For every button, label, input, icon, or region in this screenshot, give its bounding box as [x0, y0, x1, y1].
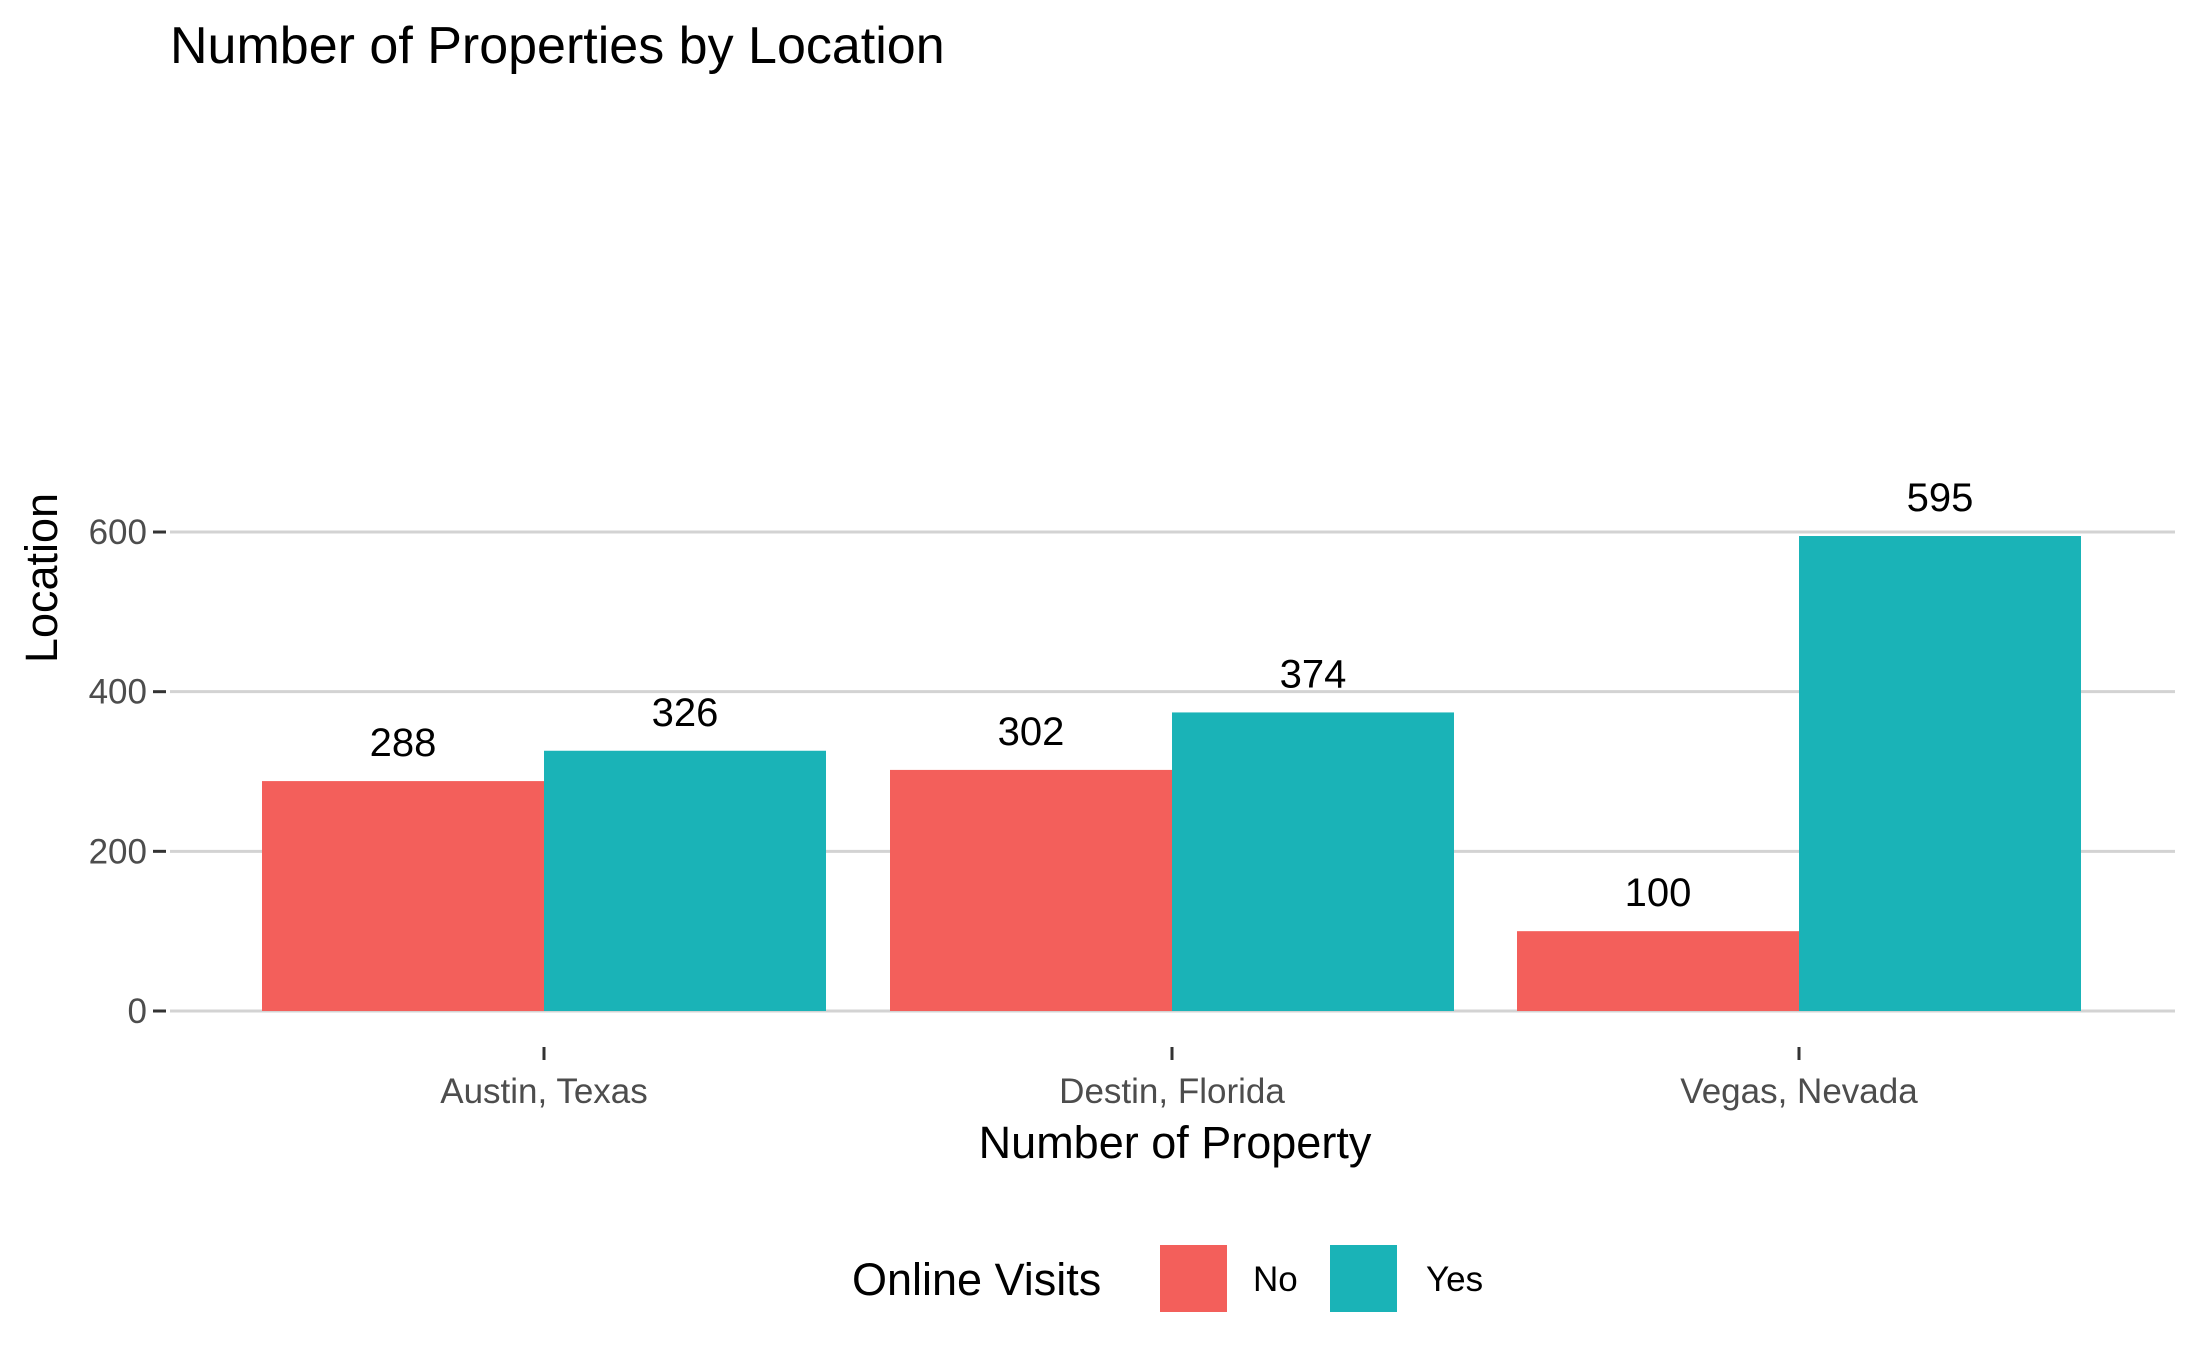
- bar-value-label: 595: [1907, 476, 1974, 520]
- bar-value-label: 326: [652, 691, 719, 735]
- legend-key-yes: [1330, 1245, 1397, 1312]
- y-tick-label: 200: [89, 832, 147, 871]
- legend-label-yes: Yes: [1426, 1260, 1483, 1299]
- legend-key-no: [1160, 1245, 1227, 1312]
- bar-yes: [1799, 536, 2081, 1011]
- bar-no: [262, 781, 544, 1011]
- data-labels: 288 326 302 374 100 595: [370, 476, 1974, 915]
- bar-value-label: 302: [998, 710, 1065, 754]
- legend-label-no: No: [1253, 1260, 1298, 1299]
- y-axis-title: Location: [16, 493, 67, 663]
- bar-no: [1517, 931, 1799, 1011]
- bar-value-label: 374: [1280, 652, 1347, 696]
- x-axis: Austin, Texas Destin, Florida Vegas, Nevad…: [440, 1047, 1918, 1111]
- y-axis: 0 200 400 600: [89, 513, 166, 1031]
- bar-no: [890, 769, 1172, 1011]
- x-axis-title: Number of Property: [979, 1117, 1372, 1168]
- bar-yes: [1172, 712, 1454, 1011]
- x-tick-label: Vegas, Nevada: [1680, 1072, 1918, 1111]
- chart-title: Number of Properties by Location: [170, 17, 945, 75]
- legend-title: Online Visits: [852, 1254, 1101, 1305]
- legend: Online Visits No Yes: [852, 1245, 1483, 1312]
- bar-value-label: 100: [1625, 871, 1692, 915]
- x-tick-label: Destin, Florida: [1059, 1072, 1285, 1111]
- x-tick-label: Austin, Texas: [440, 1072, 648, 1111]
- bars: [262, 536, 2081, 1011]
- bar-value-label: 288: [370, 721, 437, 765]
- y-tick-label: 400: [89, 673, 147, 712]
- y-tick-label: 600: [89, 513, 147, 552]
- bar-yes: [544, 750, 826, 1011]
- y-tick-label: 0: [128, 992, 147, 1031]
